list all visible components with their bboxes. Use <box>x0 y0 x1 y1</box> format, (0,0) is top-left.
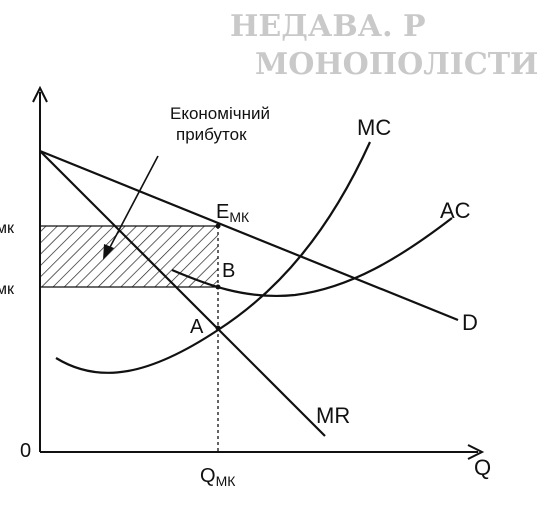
point-e-marker <box>215 223 221 229</box>
point-e-subscript: МК <box>229 209 250 225</box>
ac-curve-label: AC <box>440 198 471 223</box>
mc-curve-label: MC <box>357 115 391 140</box>
economic-profit-label-line1: Економічний <box>170 104 270 123</box>
point-a-label: A <box>190 316 204 338</box>
demand-curve <box>39 149 459 322</box>
x-axis-label: Q <box>474 455 491 480</box>
x-axis-arrow-icon <box>467 444 485 460</box>
point-a-marker <box>215 325 221 331</box>
bleed-through-title-1: НЕДАВА. Р <box>230 9 426 44</box>
q-mk-main: Q <box>200 465 216 487</box>
average-cost-curve <box>171 217 453 297</box>
marginal-revenue-curve <box>39 150 326 437</box>
q-mk-subscript: МК <box>216 473 237 489</box>
y-axis-arrow-icon <box>32 85 48 103</box>
price-level-label: мк <box>0 220 15 237</box>
point-b-label: B <box>222 260 235 282</box>
mr-curve-label: MR <box>316 403 350 428</box>
point-e-label: EМК <box>216 201 250 225</box>
origin-label: 0 <box>20 440 31 462</box>
point-b-marker <box>215 284 221 290</box>
d-curve-label: D <box>462 310 478 335</box>
point-e-main: E <box>216 201 229 223</box>
profit-pointer-arrowhead-icon <box>103 244 114 260</box>
profit-pointer-arrow <box>107 155 159 252</box>
cost-level-label: мк <box>0 281 15 298</box>
economic-profit-label-line2: прибуток <box>176 125 247 144</box>
q-mk-label: QМК <box>200 465 236 489</box>
bleed-through-title-2: МОНОПОЛІСТИ <box>255 47 538 82</box>
